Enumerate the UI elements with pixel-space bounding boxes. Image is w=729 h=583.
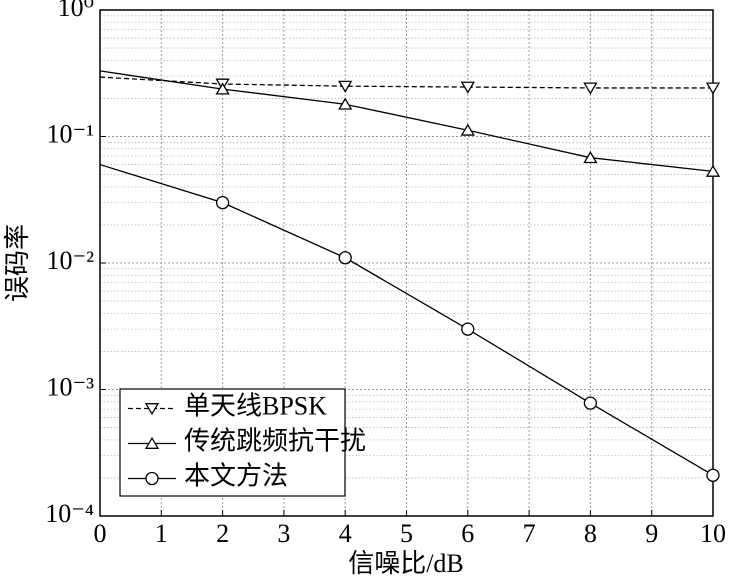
- series-line: [99, 70, 714, 173]
- marker: [583, 82, 598, 95]
- x-tick-label: 3: [277, 519, 290, 548]
- x-tick-label: 8: [584, 519, 597, 548]
- y-axis-label: 误码率: [3, 224, 32, 302]
- series-line: [99, 163, 714, 476]
- marker: [338, 251, 352, 265]
- plot-frame: [99, 9, 714, 517]
- marker: [338, 97, 353, 110]
- legend-marker: [144, 436, 160, 449]
- series-line: [99, 76, 713, 89]
- marker: [583, 151, 598, 164]
- x-tick-label: 2: [216, 519, 229, 548]
- legend-label: 传统跳频抗干扰: [184, 426, 366, 455]
- x-tick-label: 4: [339, 519, 352, 548]
- x-tick-label: 5: [400, 519, 413, 548]
- marker: [460, 123, 475, 136]
- x-tick-label: 9: [645, 519, 658, 548]
- legend-marker: [144, 403, 160, 416]
- x-tick-label: 6: [461, 519, 474, 548]
- legend-marker: [145, 471, 159, 486]
- x-tick-label: 1: [155, 519, 168, 548]
- marker: [705, 82, 721, 95]
- marker: [215, 82, 230, 95]
- x-axis-label: 信噪比/dB: [348, 549, 464, 578]
- marker: [338, 80, 353, 93]
- x-tick-label: 7: [523, 519, 536, 548]
- x-tick-label: 10: [700, 519, 726, 548]
- legend-label: 本文方法: [184, 461, 288, 490]
- x-tick-label: 0: [94, 519, 107, 548]
- marker: [215, 195, 230, 210]
- legend-label: 单天线BPSK: [184, 391, 327, 420]
- y-tick-label: 10⁻³: [46, 372, 94, 401]
- y-tick-label: 10⁻²: [46, 246, 94, 275]
- y-tick-label: 10⁻¹: [46, 119, 94, 148]
- marker: [461, 322, 475, 336]
- y-tick-label: 10⁻⁴: [45, 499, 94, 528]
- marker: [460, 81, 475, 94]
- marker: [583, 396, 598, 410]
- y-tick-label: 10⁰: [58, 0, 94, 22]
- marker: [705, 164, 721, 177]
- marker: [706, 468, 720, 482]
